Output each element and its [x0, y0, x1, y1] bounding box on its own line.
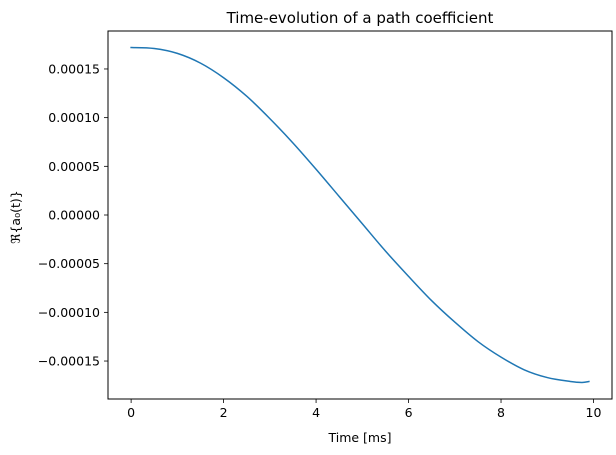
axes-background — [108, 31, 612, 399]
x-tick-label: 8 — [497, 405, 505, 420]
y-tick-label: 0.00005 — [48, 159, 100, 174]
x-tick-label: 10 — [586, 405, 602, 420]
x-tick-label: 6 — [405, 405, 413, 420]
y-tick-label: −0.00005 — [38, 256, 100, 271]
y-tick-label: 0.00015 — [48, 61, 100, 76]
y-tick-label: −0.00015 — [38, 354, 100, 369]
y-axis-ticks: 0.00015 0.00010 0.00005 0.00000 −0.00005 −0.0… — [38, 61, 108, 369]
x-axis-ticks: 0 2 4 6 8 10 — [127, 399, 602, 420]
x-axis-label: Time [ms] — [327, 430, 391, 445]
y-tick-label: 0.00000 — [48, 208, 100, 223]
y-tick-label: 0.00010 — [48, 110, 100, 125]
series-line-a0-real — [130, 46, 590, 384]
x-tick-label: 0 — [127, 405, 135, 420]
plot-area — [107, 30, 613, 400]
y-tick-label: −0.00010 — [38, 305, 100, 320]
x-tick-label: 4 — [312, 405, 320, 420]
x-tick-label: 2 — [220, 405, 228, 420]
y-axis-label: ℜ{a₀(t)} — [8, 190, 23, 243]
chart-title: Time-evolution of a path coefficient — [226, 9, 494, 27]
